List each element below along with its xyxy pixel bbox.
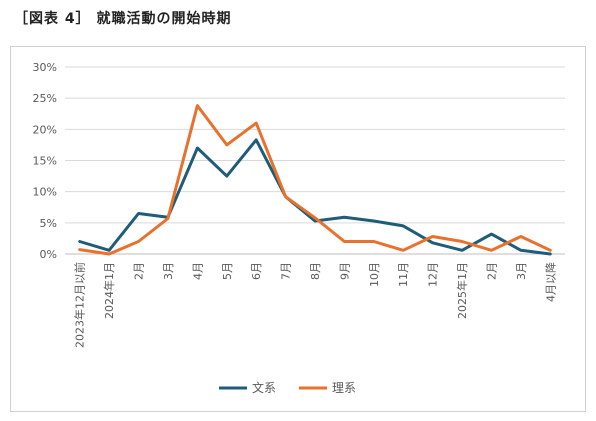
x-tick-label: 2月 [133,262,146,280]
y-tick-label: 30% [33,61,57,74]
series-line-1 [78,138,552,256]
legend-label: 文系 [252,380,276,395]
x-tick-label: 3月 [515,262,528,280]
y-tick-label: 10% [33,186,57,199]
x-tick-label: 2023年12月以前 [73,262,87,348]
series-line-2 [78,104,552,256]
x-tick-label: 2月 [485,262,498,280]
chart-frame: 0% 5% 10% 15% 20% 25% 30% 2023年12月以前 2024年1月 2月 3月… [10,46,586,412]
y-tick-label: 20% [33,123,57,136]
legend-label: 理系 [332,381,356,395]
y-tick-label: 0% [40,248,57,261]
x-tick-label: 12月 [427,262,440,287]
y-tick-label: 5% [40,217,57,230]
x-tick-label: 2024年1月 [102,262,116,319]
x-tick-label: 9月 [338,262,351,280]
x-tick-label: 7月 [280,262,293,280]
x-tick-label: 10月 [368,262,381,287]
x-tick-label: 5月 [221,262,234,280]
x-tick-label: 4月以降 [543,262,557,302]
x-tick-label: 6月 [250,262,263,280]
x-tick-label: 8月 [309,262,322,280]
x-tick-label: 4月 [191,262,204,280]
x-tick-label: 3月 [162,262,175,280]
x-tick-label: 2025年1月 [455,262,469,319]
y-tick-label: 15% [33,155,57,168]
figure-title: ［図表 4］ 就職活動の開始時期 [14,11,232,27]
line-chart: 0% 5% 10% 15% 20% 25% 30% 2023年12月以前 2024年1月 2月 3月… [33,61,565,395]
x-tick-label: 11月 [397,262,410,287]
y-tick-label: 25% [33,92,57,105]
